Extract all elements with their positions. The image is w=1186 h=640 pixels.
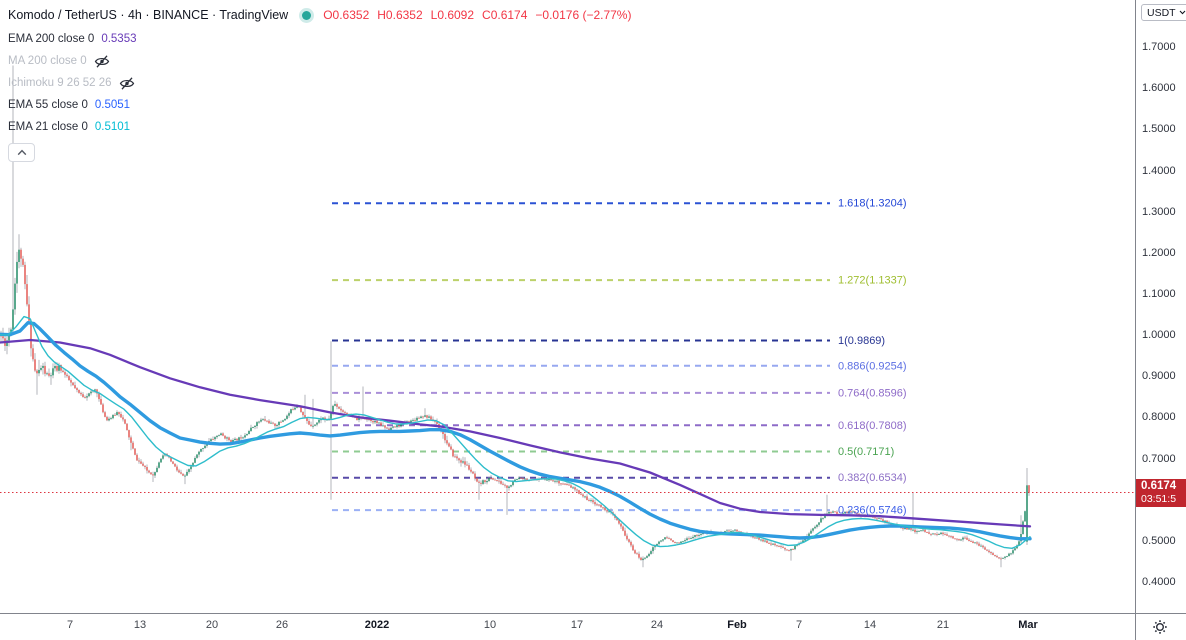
time-tick: 10	[483, 619, 497, 631]
indicator-label: Ichimoku 9 26 52 26	[8, 77, 112, 89]
svg-text:0.382(0.6534): 0.382(0.6534)	[838, 472, 907, 484]
time-tick: 13	[133, 619, 147, 631]
ohlc-h: H0.6352	[377, 8, 423, 22]
price-tick: 1.7000	[1142, 41, 1176, 53]
svg-text:0.236(0.5746): 0.236(0.5746)	[838, 505, 907, 517]
price-axis[interactable]: USDT 0.6174 03:51:5 1.7000 1.6000 1.5000 1.…	[1136, 0, 1186, 613]
eye-off-icon[interactable]	[94, 54, 110, 68]
ohlc-l: L0.6092	[430, 8, 475, 22]
price-tick: 0.7000	[1142, 452, 1176, 465]
currency-toggle-label: USDT	[1147, 6, 1176, 19]
market-status-icon[interactable]	[302, 10, 312, 20]
indicator-label: EMA 21 close 0	[8, 121, 88, 133]
price-tick: 1.1000	[1142, 287, 1176, 300]
time-tick: Mar	[1018, 619, 1038, 631]
chevron-down-icon	[1179, 10, 1185, 15]
price-tick: 1.2000	[1142, 246, 1176, 259]
price-tick: 0.8000	[1142, 411, 1176, 424]
svg-text:0.764(0.8596): 0.764(0.8596)	[838, 387, 907, 399]
price-axis-separator	[1135, 0, 1136, 640]
chevron-up-icon	[17, 149, 26, 156]
chart-region: 1.618(1.3204) 1.272(1.1337) 1(0.9869) 0.886…	[0, 0, 1135, 613]
svg-text:1.272(1.1337): 1.272(1.1337)	[838, 275, 907, 287]
indicator-row[interactable]: EMA 21 close 0 0.5101	[8, 116, 631, 138]
time-tick: 24	[650, 619, 664, 631]
time-tick: 7	[66, 619, 74, 631]
price-tick: 0.4000	[1142, 576, 1176, 588]
currency-toggle-button[interactable]: USDT	[1141, 4, 1186, 21]
indicator-row[interactable]: MA 200 close 0	[8, 50, 631, 72]
time-tick: 14	[863, 619, 877, 631]
time-tick: 26	[275, 619, 289, 631]
chart-settings-button[interactable]	[1150, 617, 1170, 637]
indicator-row[interactable]: EMA 200 close 0 0.5353	[8, 28, 631, 50]
last-price-value: 0.6174	[1141, 479, 1177, 492]
indicator-label: EMA 200 close 0	[8, 33, 95, 45]
svg-text:0.5(0.7171): 0.5(0.7171)	[838, 446, 894, 458]
ohlc-c: C0.6174	[482, 8, 528, 22]
fib-retracement-lines[interactable]	[332, 202, 830, 512]
ema-200-line[interactable]	[0, 338, 1032, 528]
indicator-rows: EMA 200 close 0 0.5353 MA 200 close 0 Ichim…	[8, 28, 631, 138]
time-axis-separator	[0, 613, 1186, 614]
last-price-badge: 0.6174 03:51:5	[1136, 478, 1186, 507]
time-tick: Feb	[727, 619, 747, 631]
ema-55-line[interactable]	[0, 321, 1032, 541]
svg-text:1.618(1.3204): 1.618(1.3204)	[838, 198, 907, 210]
price-tick: 0.5000	[1142, 534, 1176, 547]
price-tick: 0.9000	[1142, 370, 1176, 383]
indicator-row[interactable]: EMA 55 close 0 0.5051	[8, 94, 631, 116]
ohlc-readout: O0.6352 H0.6352 L0.6092 C0.6174 −0.0176 (−2.…	[323, 8, 631, 22]
ohlc-change: −0.0176 (−2.77%)	[535, 8, 632, 22]
eye-off-icon[interactable]	[119, 76, 135, 90]
legend-collapse-button[interactable]	[8, 143, 35, 162]
time-tick: 2022	[364, 619, 390, 631]
ohlc-o: O0.6352	[323, 8, 370, 22]
gear-icon	[1153, 620, 1167, 634]
indicator-value: 0.5051	[94, 99, 131, 111]
ema-21-line[interactable]	[0, 315, 1031, 549]
indicator-row[interactable]: Ichimoku 9 26 52 26	[8, 72, 631, 94]
svg-text:0.886(0.9254): 0.886(0.9254)	[838, 360, 907, 372]
chart-canvas[interactable]: 1.618(1.3204) 1.272(1.1337) 1(0.9869) 0.886…	[0, 0, 1135, 613]
time-tick: 7	[795, 619, 803, 631]
svg-text:0.618(0.7808): 0.618(0.7808)	[838, 420, 907, 432]
time-tick: 21	[936, 619, 950, 631]
chart-legend: Komodo / TetherUS · 4h · BINANCE · Tradi…	[8, 5, 631, 162]
price-tick: 1.5000	[1142, 123, 1176, 136]
bar-countdown: 03:51:5	[1141, 492, 1177, 505]
time-axis[interactable]: 7 13 20 26 2022 10 17 24 Feb 7 14 21 Mar	[0, 614, 1135, 640]
price-tick: 1.6000	[1142, 82, 1176, 95]
indicator-label: EMA 55 close 0	[8, 99, 88, 111]
symbol-title[interactable]: Komodo / TetherUS · 4h · BINANCE · Tradi…	[8, 8, 289, 22]
price-tick: 1.4000	[1142, 164, 1176, 177]
indicator-label: MA 200 close 0	[8, 55, 87, 67]
time-tick: 20	[205, 619, 219, 631]
fib-labels: 1.618(1.3204) 1.272(1.1337) 1(0.9869) 0.886…	[838, 198, 907, 517]
price-tick: 1.0000	[1142, 329, 1176, 342]
title-row: Komodo / TetherUS · 4h · BINANCE · Tradi…	[8, 5, 631, 25]
svg-text:1(0.9869): 1(0.9869)	[838, 335, 885, 347]
indicator-value: 0.5353	[101, 33, 137, 45]
time-tick: 17	[570, 619, 584, 631]
price-tick: 1.3000	[1142, 205, 1176, 218]
indicator-value: 0.5101	[94, 121, 131, 133]
